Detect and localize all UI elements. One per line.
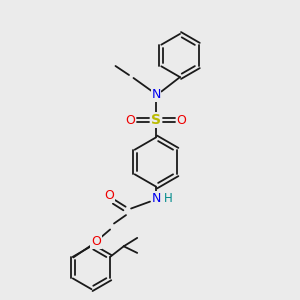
Text: N: N — [151, 191, 161, 205]
Text: O: O — [177, 113, 186, 127]
Text: O: O — [126, 113, 135, 127]
Text: O: O — [91, 235, 101, 248]
Text: S: S — [151, 113, 161, 127]
Text: O: O — [105, 189, 114, 203]
Text: H: H — [164, 191, 173, 205]
Text: N: N — [151, 88, 161, 101]
